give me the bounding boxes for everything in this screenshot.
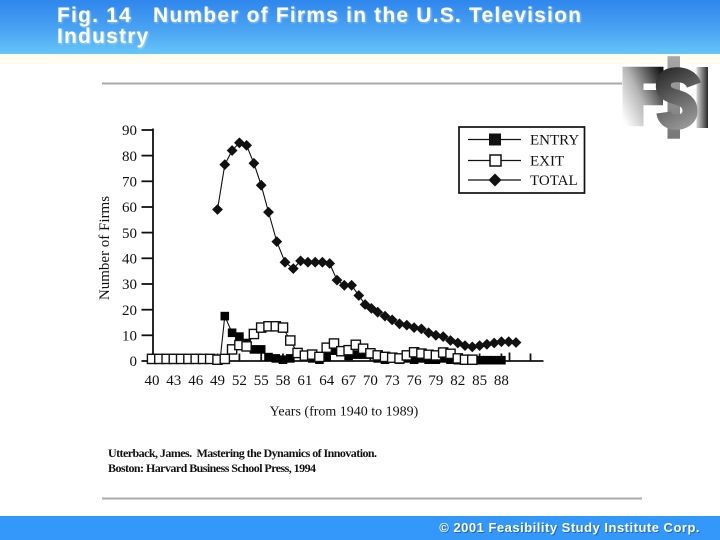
svg-text:46: 46	[188, 373, 204, 389]
svg-text:64: 64	[319, 373, 335, 389]
svg-text:20: 20	[122, 303, 137, 319]
svg-text:85: 85	[472, 373, 487, 389]
svg-text:67: 67	[341, 373, 357, 389]
svg-text:30: 30	[122, 277, 137, 293]
svg-text:90: 90	[122, 123, 137, 139]
svg-text:40: 40	[145, 373, 160, 389]
svg-text:ENTRY: ENTRY	[530, 133, 579, 149]
svg-text:73: 73	[385, 373, 400, 389]
svg-text:0: 0	[130, 354, 138, 370]
svg-text:61: 61	[297, 373, 312, 389]
svg-text:88: 88	[494, 373, 509, 389]
svg-text:70: 70	[122, 175, 137, 191]
svg-text:TOTAL: TOTAL	[530, 173, 578, 189]
svg-text:Number of Firms: Number of Firms	[97, 196, 113, 300]
svg-text:60: 60	[122, 200, 137, 216]
svg-text:79: 79	[428, 373, 443, 389]
svg-text:76: 76	[407, 373, 423, 389]
svg-text:43: 43	[166, 373, 181, 389]
svg-text:EXIT: EXIT	[530, 154, 564, 170]
svg-text:10: 10	[122, 329, 137, 345]
svg-text:49: 49	[210, 373, 225, 389]
svg-text:52: 52	[232, 373, 247, 389]
svg-text:80: 80	[122, 149, 137, 165]
svg-text:Years (from 1940 to 1989): Years (from 1940 to 1989)	[270, 405, 419, 420]
svg-text:70: 70	[363, 373, 378, 389]
svg-text:82: 82	[450, 373, 465, 389]
svg-text:58: 58	[276, 373, 291, 389]
svg-text:40: 40	[122, 252, 137, 268]
svg-text:50: 50	[122, 226, 137, 242]
svg-text:55: 55	[254, 373, 269, 389]
